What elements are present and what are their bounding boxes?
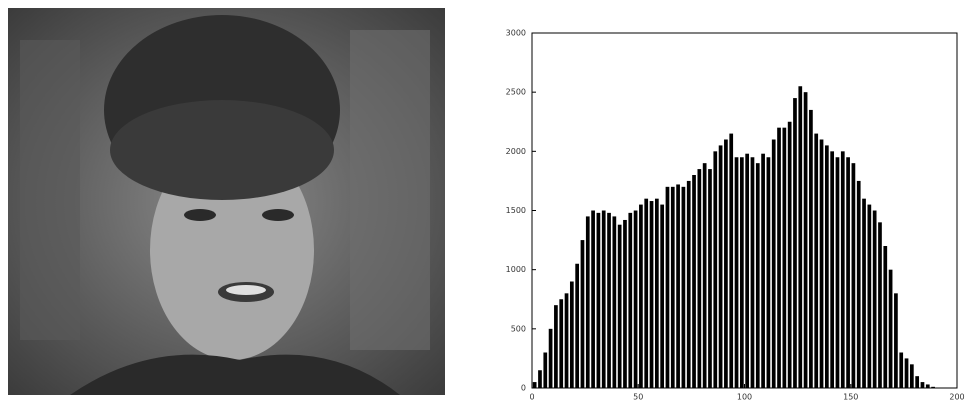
bar xyxy=(697,169,701,388)
bar xyxy=(767,157,771,388)
bar xyxy=(628,213,632,388)
x-tick-label: 150 xyxy=(843,393,858,401)
bar xyxy=(538,370,542,388)
bar xyxy=(793,98,797,388)
histogram: 0 500 1000 1500 2000 2500 3000 0 50 100 150 200 xyxy=(506,29,965,401)
bar xyxy=(905,358,909,388)
bar xyxy=(846,157,850,388)
x-tick-label: 0 xyxy=(529,393,534,401)
bar xyxy=(724,140,728,389)
bar xyxy=(570,282,574,389)
bar xyxy=(745,154,749,388)
figure: 0 500 1000 1500 2000 2500 3000 0 50 100 150 200 xyxy=(0,0,967,401)
bar xyxy=(682,187,686,388)
bar xyxy=(857,181,861,388)
bar xyxy=(676,184,680,388)
bar xyxy=(575,264,579,388)
bar xyxy=(889,270,893,388)
bar xyxy=(788,122,792,388)
bar xyxy=(687,181,691,388)
bar xyxy=(873,211,877,389)
bar xyxy=(586,216,590,388)
bar xyxy=(597,213,601,388)
bar xyxy=(751,157,755,388)
bar xyxy=(666,187,670,388)
bar xyxy=(899,353,903,389)
bar xyxy=(777,128,781,388)
x-tick-label: 200 xyxy=(949,393,964,401)
bar xyxy=(692,175,696,388)
bar xyxy=(804,92,808,388)
y-tick-label: 0 xyxy=(521,384,526,393)
bar xyxy=(713,151,717,388)
bar xyxy=(782,128,786,388)
bar xyxy=(740,157,744,388)
y-tick-label: 2500 xyxy=(506,88,526,97)
bar xyxy=(671,187,675,388)
bar xyxy=(650,201,654,388)
bar xyxy=(612,216,616,388)
y-tick-label: 3000 xyxy=(506,29,526,38)
x-tick-label: 100 xyxy=(737,393,752,401)
bar xyxy=(814,134,818,388)
bar xyxy=(729,134,733,388)
bar xyxy=(735,157,739,388)
bar xyxy=(581,240,585,388)
bar xyxy=(772,140,776,389)
bar xyxy=(883,246,887,388)
bar xyxy=(852,163,856,388)
bar xyxy=(655,199,659,388)
bar xyxy=(820,140,824,389)
bar xyxy=(756,163,760,388)
x-tick-label: 50 xyxy=(633,393,643,401)
bar xyxy=(841,151,845,388)
bar xyxy=(825,145,829,388)
bar xyxy=(761,154,765,388)
bar xyxy=(915,376,919,388)
bar xyxy=(809,110,813,388)
bar xyxy=(623,220,627,388)
bar xyxy=(533,382,537,388)
plot-frame xyxy=(532,33,957,388)
bar xyxy=(639,205,643,388)
bar xyxy=(559,299,563,388)
bar xyxy=(660,205,664,388)
bar xyxy=(549,329,553,388)
y-tick-label: 500 xyxy=(511,324,526,333)
bar xyxy=(719,145,723,388)
page: 050010001500200025003000050100150200 (()… xyxy=(0,0,967,401)
bar xyxy=(931,387,935,388)
bar xyxy=(543,353,547,389)
bar xyxy=(830,151,834,388)
bar xyxy=(878,222,882,388)
bar xyxy=(921,382,925,388)
bar xyxy=(602,211,606,389)
y-tick-label: 2000 xyxy=(506,147,526,156)
bar xyxy=(644,199,648,388)
bar xyxy=(703,163,707,388)
bar xyxy=(554,305,558,388)
bar xyxy=(862,199,866,388)
photo xyxy=(8,8,445,395)
y-tick-label: 1000 xyxy=(506,265,526,274)
bar xyxy=(607,213,611,388)
bar xyxy=(910,364,914,388)
bar xyxy=(798,86,802,388)
bar xyxy=(708,169,712,388)
bar xyxy=(926,384,930,388)
bar xyxy=(591,211,595,389)
bar xyxy=(634,211,638,389)
bar xyxy=(618,225,622,388)
y-tick-label: 1500 xyxy=(506,206,526,215)
bar xyxy=(867,205,871,388)
bar xyxy=(836,157,840,388)
bar xyxy=(565,293,569,388)
bar xyxy=(894,293,898,388)
